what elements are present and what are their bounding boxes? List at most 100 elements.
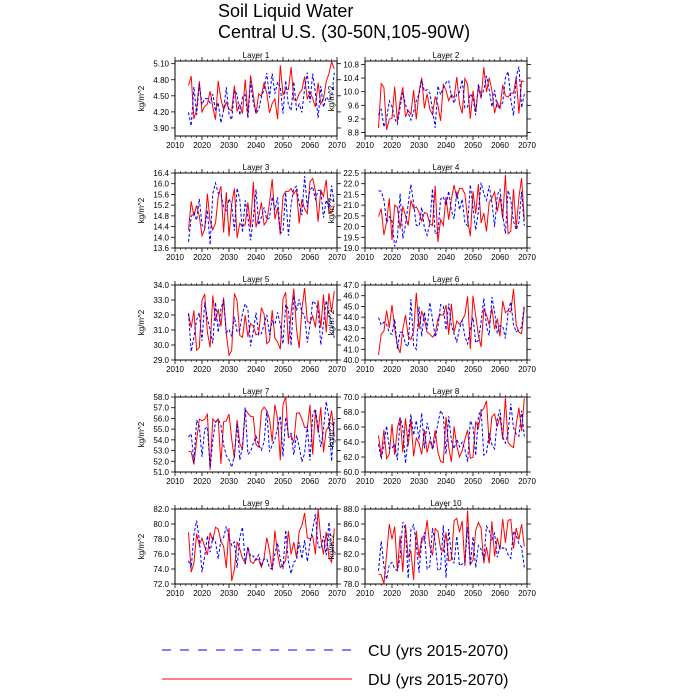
x-tick-label: 2010	[356, 589, 374, 598]
panel-title: Layer 7	[243, 387, 270, 396]
y-tick-label: 20.5	[343, 212, 359, 221]
y-tick-label: 72.0	[153, 580, 169, 589]
y-tick-label: 3.90	[153, 124, 169, 133]
y-tick-label: 14.4	[153, 223, 169, 232]
y-tick-label: 16.4	[153, 169, 169, 178]
y-tick-label: 42.0	[343, 335, 359, 344]
x-tick-label: 2060	[301, 253, 319, 262]
x-tick-label: 2070	[518, 365, 536, 374]
y-tick-label: 58.0	[153, 393, 169, 402]
x-tick-label: 2050	[274, 477, 292, 486]
y-tick-label: 10.8	[343, 60, 359, 69]
x-tick-label: 2040	[437, 589, 455, 598]
y-tick-label: 13.6	[153, 244, 169, 253]
panel-layer-1: Layer 1 2010 2020 2030 2040 2050 2060 2070 3.90 4…	[137, 51, 346, 150]
panel-layer-9: Layer 9 2010 2020 2030 2040 2050 2060 2070 72.0 7…	[137, 499, 346, 598]
series-line-cu	[188, 295, 335, 352]
series-line-du	[378, 174, 525, 243]
series-line-cu	[378, 403, 525, 464]
x-tick-label: 2060	[301, 365, 319, 374]
x-tick-label: 2030	[220, 253, 238, 262]
x-tick-label: 2030	[220, 477, 238, 486]
y-tick-label: 66.0	[343, 423, 359, 432]
y-tick-label: 33.0	[153, 296, 169, 305]
series-line-du	[188, 60, 335, 120]
x-tick-label: 2040	[247, 141, 265, 150]
series-line-du	[378, 67, 525, 130]
series-line-cu	[378, 297, 525, 351]
x-tick-label: 2020	[383, 365, 401, 374]
y-tick-label: 55.0	[153, 425, 169, 434]
y-tick-label: 22.5	[343, 169, 359, 178]
x-tick-label: 2040	[437, 365, 455, 374]
y-tick-label: 15.2	[153, 201, 169, 210]
series-line-du	[188, 508, 335, 582]
series-line-cu	[188, 514, 335, 574]
x-tick-label: 2070	[518, 589, 536, 598]
x-tick-label: 2050	[464, 365, 482, 374]
panel-frame	[364, 284, 528, 361]
x-tick-label: 2030	[410, 141, 428, 150]
x-tick-label: 2060	[491, 477, 509, 486]
y-tick-label: 52.0	[153, 457, 169, 466]
x-tick-label: 2010	[166, 477, 184, 486]
x-tick-label: 2070	[518, 253, 536, 262]
y-tick-label: 30.0	[153, 341, 169, 350]
figure-title-line1: Soil Liquid Water	[218, 1, 353, 21]
x-tick-label: 2030	[220, 365, 238, 374]
x-tick-label: 2020	[193, 589, 211, 598]
series-line-du	[188, 396, 335, 470]
legend: CU (yrs 2015-2070) DU (yrs 2015-2070)	[162, 643, 509, 689]
y-tick-label: 82.0	[153, 505, 169, 514]
x-tick-label: 2010	[356, 365, 374, 374]
x-tick-label: 2010	[356, 477, 374, 486]
x-tick-label: 2050	[464, 589, 482, 598]
x-tick-label: 2030	[410, 253, 428, 262]
x-tick-label: 2020	[193, 477, 211, 486]
panel-title: Layer 2	[433, 51, 460, 60]
y-tick-label: 21.5	[343, 190, 359, 199]
series-line-cu	[188, 176, 335, 245]
x-tick-label: 2060	[301, 477, 319, 486]
y-tick-label: 22.0	[343, 180, 359, 189]
x-tick-label: 2040	[247, 365, 265, 374]
x-tick-label: 2010	[166, 365, 184, 374]
y-tick-label: 88.0	[343, 505, 359, 514]
y-tick-label: 14.0	[153, 233, 169, 242]
x-tick-label: 2050	[464, 253, 482, 262]
panel-title: Layer 5	[243, 275, 270, 284]
y-tick-label: 10.0	[343, 88, 359, 97]
series-line-du	[378, 510, 525, 584]
y-axis-label: kg/m^2	[327, 85, 336, 111]
panel-title: Layer 1	[243, 51, 270, 60]
panel-title: Layer 9	[243, 499, 270, 508]
y-tick-label: 40.0	[343, 356, 359, 365]
y-tick-label: 70.0	[343, 393, 359, 402]
panel-frame	[174, 172, 338, 249]
y-tick-label: 4.80	[153, 76, 169, 85]
x-tick-label: 2040	[437, 477, 455, 486]
y-tick-label: 34.0	[153, 281, 169, 290]
x-tick-label: 2060	[491, 365, 509, 374]
x-tick-label: 2020	[383, 253, 401, 262]
y-tick-label: 78.0	[153, 535, 169, 544]
y-tick-label: 74.0	[153, 565, 169, 574]
y-axis-label: kg/m^2	[327, 421, 336, 447]
x-tick-label: 2070	[328, 141, 346, 150]
x-tick-label: 2020	[193, 141, 211, 150]
y-tick-label: 44.0	[343, 313, 359, 322]
x-tick-label: 2030	[220, 589, 238, 598]
y-tick-label: 16.0	[153, 180, 169, 189]
panel-frame	[174, 284, 338, 361]
x-tick-label: 2010	[166, 253, 184, 262]
series-line-cu	[378, 182, 525, 247]
series-line-du	[188, 177, 335, 239]
series-line-du	[378, 397, 525, 464]
y-tick-label: 80.0	[153, 520, 169, 529]
x-tick-label: 2020	[383, 589, 401, 598]
y-tick-label: 5.10	[153, 60, 169, 69]
